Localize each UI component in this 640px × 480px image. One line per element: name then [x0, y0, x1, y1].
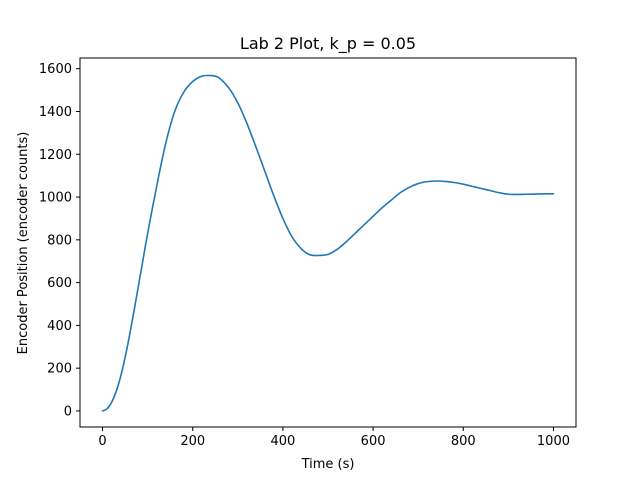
y-tick-label: 1600 — [39, 62, 72, 77]
y-tick-label: 800 — [47, 233, 72, 248]
axes-frame — [79, 57, 577, 428]
y-axis-label: Encoder Position (encoder counts) — [16, 132, 31, 355]
x-tick-label: 200 — [180, 434, 205, 449]
plot-area — [101, 74, 555, 412]
y-tick-label: 1200 — [39, 148, 72, 163]
x-tick-label: 600 — [361, 434, 386, 449]
y-tick-label: 1400 — [39, 105, 72, 120]
y-tick-label: 200 — [47, 362, 72, 377]
y-tick-label: 0 — [64, 404, 72, 419]
x-tick-label: 800 — [451, 434, 476, 449]
y-tick-label: 1000 — [39, 191, 72, 206]
y-tick-label: 600 — [47, 276, 72, 291]
y-tick-label: 400 — [47, 319, 72, 334]
chart-title: Lab 2 Plot, k_p = 0.05 — [240, 34, 416, 54]
series-line-0 — [101, 74, 555, 412]
x-tick-label: 0 — [98, 434, 106, 449]
x-axis-label: Time (s) — [301, 457, 355, 472]
y-axis: 0 200 400 600 800 1000 1200 1400 1600 — [39, 62, 80, 419]
x-axis: 0 200 400 600 800 1000 — [98, 427, 570, 449]
x-tick-label: 1000 — [537, 434, 570, 449]
x-tick-label: 400 — [270, 434, 295, 449]
